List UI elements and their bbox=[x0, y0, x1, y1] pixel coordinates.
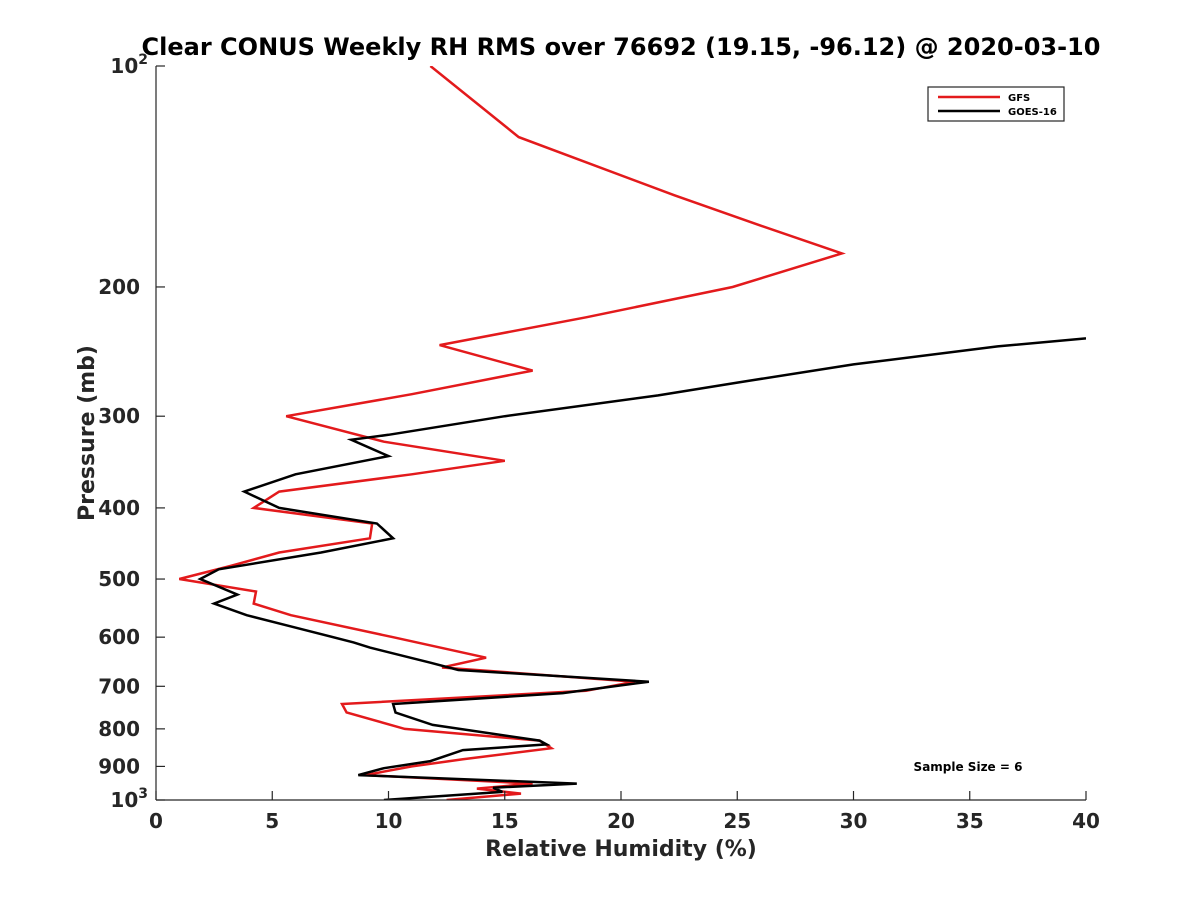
y-tick-label: 600 bbox=[98, 625, 140, 649]
y-tick-label: 800 bbox=[98, 717, 140, 741]
y-tick-label: 900 bbox=[98, 754, 140, 778]
y-tick-label: 400 bbox=[98, 496, 140, 520]
series-layer bbox=[178, 66, 1086, 800]
chart-title: Clear CONUS Weekly RH RMS over 76692 (19… bbox=[142, 33, 1101, 61]
x-tick-label: 15 bbox=[491, 809, 519, 833]
legend-label-gfs: GFS bbox=[1008, 93, 1030, 104]
x-tick-label: 5 bbox=[265, 809, 279, 833]
y-tick-base: 10 bbox=[110, 788, 138, 812]
y-tick-label: 300 bbox=[98, 404, 140, 428]
legend-label-goes16: GOES-16 bbox=[1008, 107, 1057, 118]
x-tick-label: 0 bbox=[149, 809, 163, 833]
legend-box bbox=[927, 86, 1065, 122]
legend: GFS GOES-16 bbox=[927, 86, 1065, 122]
y-tick-label: 700 bbox=[98, 674, 140, 698]
sample-size-annotation: Sample Size = 6 bbox=[914, 760, 1023, 774]
series-line-goes16 bbox=[197, 337, 1086, 800]
y-tick-label: 102 bbox=[110, 52, 148, 78]
x-tick-label: 20 bbox=[607, 809, 635, 833]
y-tick-label: 500 bbox=[98, 567, 140, 591]
x-axis-ticks: 0 5 10 15 20 25 30 35 40 bbox=[149, 791, 1100, 833]
y-axis-label: Pressure (mb) bbox=[75, 345, 100, 521]
y-tick-label: 200 bbox=[98, 275, 140, 299]
y-tick-label: 103 bbox=[110, 786, 148, 812]
x-tick-label: 40 bbox=[1072, 809, 1100, 833]
x-axis-label: Relative Humidity (%) bbox=[485, 837, 757, 862]
y-tick-base: 10 bbox=[110, 54, 138, 78]
x-tick-label: 30 bbox=[840, 809, 868, 833]
x-tick-label: 25 bbox=[723, 809, 751, 833]
series-line-gfs bbox=[178, 66, 846, 800]
y-tick-exponent: 3 bbox=[138, 786, 148, 802]
x-tick-label: 10 bbox=[375, 809, 403, 833]
x-tick-label: 35 bbox=[956, 809, 984, 833]
y-tick-exponent: 2 bbox=[138, 52, 148, 68]
